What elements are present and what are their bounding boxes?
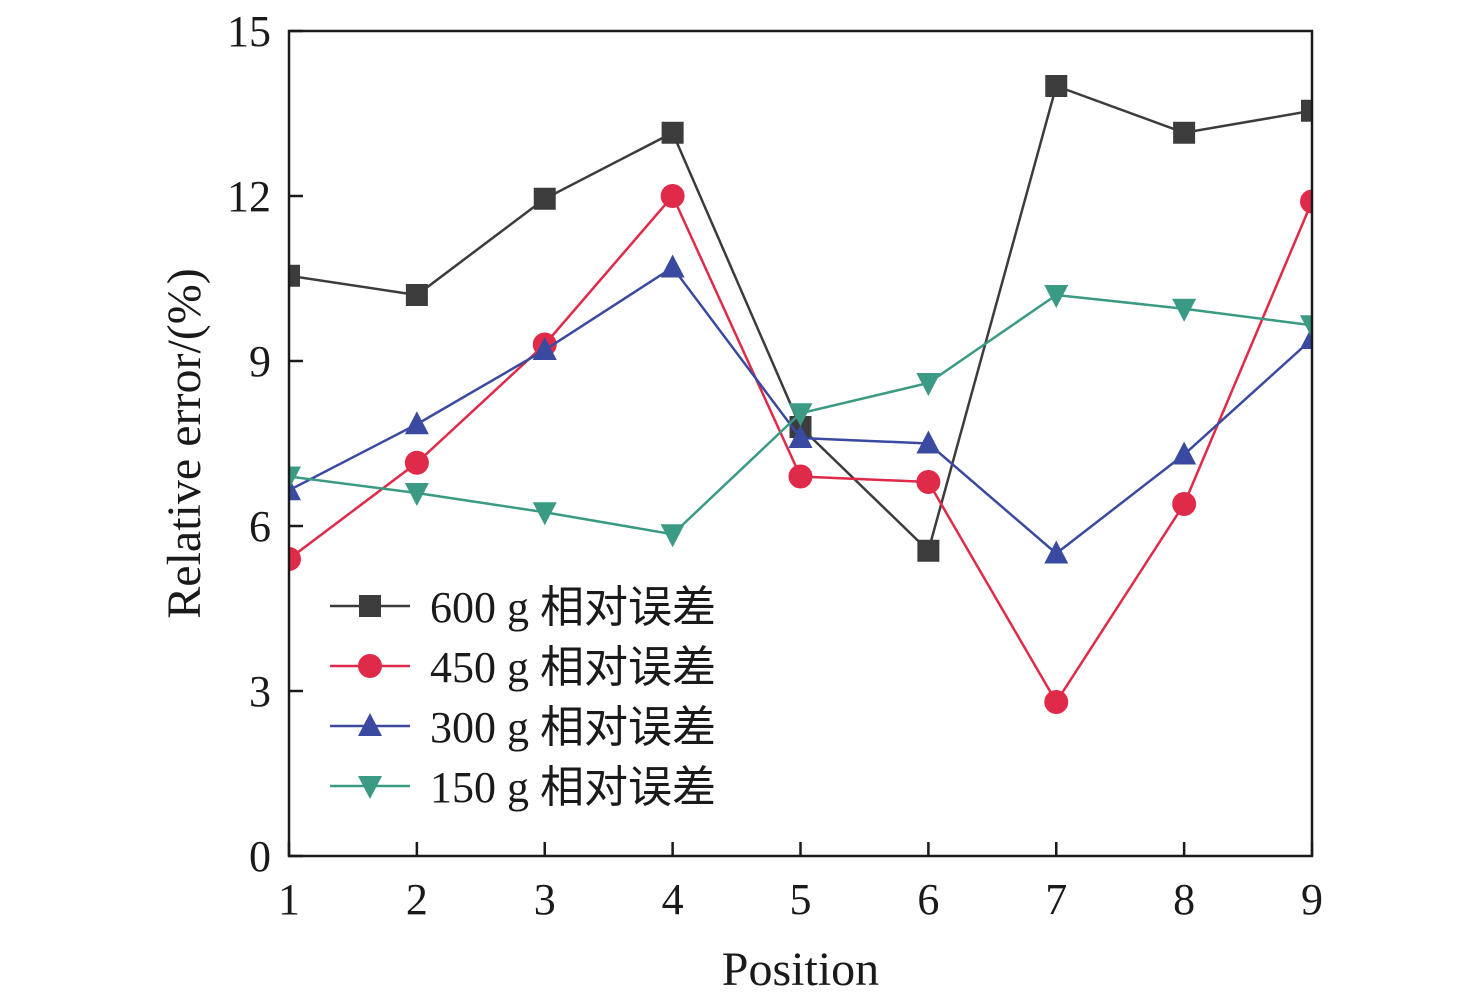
data-point [917,539,940,562]
series-1 [289,184,1312,714]
data-point [1044,285,1069,308]
series-3 [289,285,1312,548]
data-point [1172,441,1197,465]
data-point [1045,75,1068,97]
legend-marker [358,654,382,678]
data-point [660,184,685,208]
data-point [405,284,428,306]
data-point [660,524,685,548]
y-axis: 0 3 6 9 12 15 [227,7,303,881]
y-tick-label: 0 [249,832,271,881]
y-tick-label: 3 [249,667,271,716]
x-tick-label: 5 [790,875,812,924]
legend: 600 g 相对误差 450 g 相对误差 300 g 相对误差 150 g 相对误差 [330,583,716,812]
x-tick-label: 2 [406,875,428,924]
x-tick-label: 1 [278,875,300,924]
x-tick-label: 9 [1301,875,1323,924]
data-point [404,483,429,506]
series-0 [289,75,1312,562]
data-point [1172,492,1197,516]
data-point [660,254,685,278]
data-point [1044,690,1069,714]
data-point [916,373,941,396]
data-point [788,464,813,489]
x-axis: 1 2 3 4 5 6 7 8 9 [278,842,1323,924]
legend-item: 150 g 相对误差 [330,763,716,812]
y-tick-label: 15 [227,7,271,56]
y-tick-label: 12 [227,172,271,221]
data-point [532,337,557,360]
data-point [916,430,941,454]
y-tick-label: 9 [249,337,271,386]
legend-label: 450 g 相对误差 [430,643,716,692]
x-tick-label: 8 [1173,875,1195,924]
legend-label: 600 g 相对误差 [430,583,716,632]
data-point [533,187,556,210]
data-point [404,450,429,475]
data-point [289,547,301,571]
data-point [1173,121,1196,144]
data-point [788,403,813,427]
data-point [1300,189,1312,214]
x-tick-label: 7 [1045,875,1067,924]
data-point [532,502,557,526]
y-axis-label: Relative error/(%) [158,268,211,618]
y-tick-label: 6 [249,502,271,551]
data-point [1044,540,1069,564]
legend-marker [358,713,382,736]
legend-label: 300 g 相对误差 [430,703,716,752]
legend-item: 600 g 相对误差 [330,583,716,632]
legend-marker [358,776,382,799]
legend-item: 300 g 相对误差 [330,703,716,752]
data-point [916,470,941,494]
x-tick-label: 6 [917,875,939,924]
data-point [1172,298,1197,322]
legend-item: 450 g 相对误差 [330,643,716,692]
legend-label: 150 g 相对误差 [430,763,716,812]
x-axis-label: Position [722,943,879,996]
x-tick-label: 3 [534,875,556,924]
data-point [289,466,301,490]
data-point [404,411,429,435]
data-point [788,425,813,448]
series-layer [289,75,1312,714]
series-2 [289,254,1312,564]
x-tick-label: 4 [662,875,684,924]
data-point [661,121,684,144]
data-point [289,264,300,287]
data-point [1301,99,1312,122]
legend-marker [359,595,381,617]
data-point [1300,315,1312,339]
